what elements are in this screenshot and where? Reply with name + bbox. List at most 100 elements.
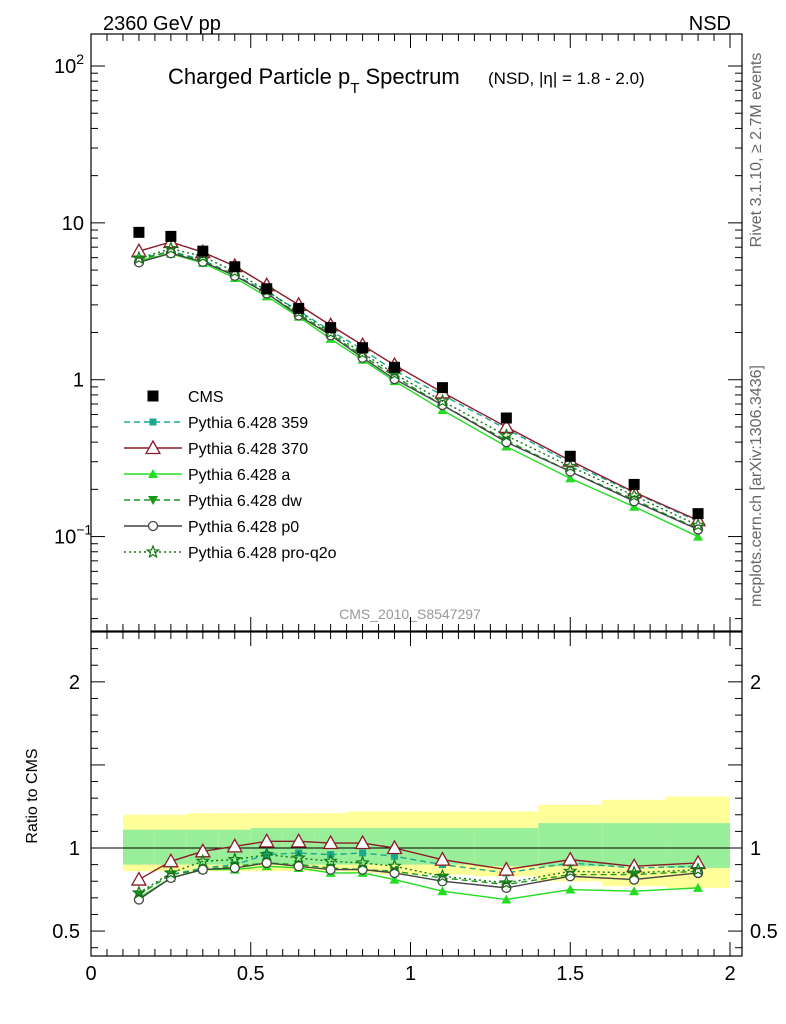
x-tick-label: 1.5: [556, 963, 584, 985]
legend-label-pythia-6-428-dw: Pythia 6.428 dw: [188, 493, 302, 510]
series-point-pythia-6-428-a: [693, 531, 704, 541]
top-y-tick-label: 10−1: [54, 522, 92, 549]
ratio-point-pythia-6-428-pro-q2o: [163, 865, 179, 880]
plot-title-subscript: T: [350, 80, 359, 97]
cms-data-point: [197, 245, 209, 257]
ratio-point-pythia-6-428-p0: [565, 871, 576, 882]
plot-title-note: (NSD, |η| = 1.8 - 2.0): [488, 69, 645, 88]
legend-marker-pythia-6-428-370: [144, 439, 162, 455]
ratio-band-inner: [474, 828, 539, 867]
legend-marker-cms: [147, 390, 159, 402]
ratio-point-pythia-6-428-p0: [229, 862, 240, 874]
ratio-point-pythia-6-428-359: [391, 852, 399, 860]
cms-data-point: [389, 361, 401, 373]
ratio-point-pythia-6-428-pro-q2o: [355, 855, 370, 870]
ratio-axis-label: Ratio to CMS: [24, 748, 41, 843]
ratio-point-pythia-6-428-pro-q2o: [435, 868, 450, 883]
legend-label-pythia-6-428-p0: Pythia 6.428 p0: [188, 519, 299, 536]
series-point-pythia-6-428-pro-q2o: [562, 458, 578, 473]
series-point-pythia-6-428-pro-q2o: [499, 427, 514, 442]
ratio-axis-ticks: 2 2 1 1 0.5 0.5: [52, 631, 778, 949]
ratio-point-pythia-6-428-pro-q2o: [499, 875, 514, 890]
ratio-line-pythia-6-428-p0: [138, 862, 699, 901]
legend-label-pythia-6-428-a: Pythia 6.428 a: [188, 467, 290, 484]
ratio-point-pythia-6-428-370: [290, 833, 307, 848]
series-point-pythia-6-428-370: [498, 418, 515, 434]
ratio-point-pythia-6-428-370: [498, 861, 515, 876]
ratio-line-pythia-6-428-359: [138, 852, 699, 896]
legend-label-pythia-6-428-370: Pythia 6.428 370: [188, 441, 308, 458]
ratio-line-pythia-6-428-pro-q2o: [138, 853, 699, 894]
analysis-watermark: CMS_2010_S8547297: [339, 606, 481, 622]
ratio-point-pythia-6-428-p0: [293, 861, 304, 872]
ratio-point-pythia-6-428-pro-q2o: [195, 853, 211, 868]
ratio-point-pythia-6-428-pro-q2o: [562, 863, 578, 878]
ratio-point-pythia-6-428-370: [434, 851, 451, 866]
ratio-band-inner: [122, 829, 155, 865]
x-tick-label: 0.5: [237, 963, 265, 985]
header-right: NSD: [689, 13, 731, 35]
ratio-point-pythia-6-428-p0: [261, 857, 272, 869]
ratio-y-tick-label-left: 0.5: [52, 921, 80, 943]
top-y-tick-label: 102: [54, 51, 84, 78]
series-line-pythia-6-428-p0: [138, 252, 699, 531]
ratio-point-pythia-6-428-pro-q2o: [259, 846, 274, 861]
top-y-tick-exponent: 2: [76, 51, 84, 67]
series-line-pythia-6-428-359: [138, 250, 699, 523]
top-series-group: [130, 226, 707, 541]
legend-marker-pythia-6-428-359: [149, 418, 157, 426]
series-line-pythia-6-428-a: [138, 253, 699, 538]
ratio-point-pythia-6-428-pro-q2o: [323, 853, 338, 868]
ratio-point-pythia-6-428-pro-q2o: [690, 861, 706, 876]
ratio-point-pythia-6-428-p0: [197, 864, 208, 875]
legend-marker-pythia-6-428-a: [148, 469, 158, 478]
series-point-pythia-6-428-pro-q2o: [626, 488, 642, 502]
top-y-tick-label: 1: [73, 370, 84, 392]
ratio-point-pythia-6-428-a: [565, 884, 576, 894]
ratio-y-tick-label-right: 2: [750, 672, 761, 694]
ratio-point-pythia-6-428-370: [354, 834, 371, 850]
ratio-panel: 2 2 1 1 0.5 0.5 Ratio to CMS: [24, 631, 778, 957]
x-tick-label: 0: [85, 963, 96, 985]
plot-title-tail: Spectrum: [359, 64, 459, 89]
ratio-y-tick-label-right: 0.5: [750, 921, 778, 943]
x-tick-label: 2: [724, 963, 735, 985]
mcplots-label: mcplots.cern.ch [arXiv:1306.3436]: [748, 365, 765, 607]
cms-data-point: [357, 342, 369, 354]
ratio-point-pythia-6-428-pro-q2o: [387, 858, 402, 873]
series-point-pythia-6-428-p0: [629, 496, 640, 507]
series-point-pythia-6-428-pro-q2o: [131, 250, 147, 265]
ratio-point-pythia-6-428-p0: [501, 882, 512, 894]
series-point-pythia-6-428-pro-q2o: [435, 393, 450, 408]
cms-data-point: [564, 450, 576, 462]
rivet-label: Rivet 3.1.10, ≥ 2.7M events: [748, 53, 765, 248]
cms-data-point: [500, 412, 512, 424]
ratio-point-pythia-6-428-pro-q2o: [131, 885, 147, 900]
series-point-pythia-6-428-pro-q2o: [690, 517, 706, 532]
ratio-point-pythia-6-428-a: [629, 886, 640, 896]
cms-data-point: [692, 508, 704, 520]
header-left: 2360 GeV pp: [103, 13, 221, 35]
ratio-point-pythia-6-428-a: [693, 882, 704, 892]
ratio-point-pythia-6-428-p0: [325, 864, 336, 875]
ratio-point-pythia-6-428-pro-q2o: [227, 851, 243, 866]
ratio-y-tick-label-right: 1: [750, 838, 761, 860]
cms-data-point: [325, 322, 337, 334]
top-y-tick-base: 10: [54, 527, 76, 549]
ratio-point-pythia-6-428-a: [437, 886, 448, 896]
series-point-pythia-6-428-p0: [357, 352, 368, 363]
top-y-tick-base: 10: [54, 56, 76, 78]
ratio-point-pythia-6-428-p0: [437, 876, 448, 887]
ratio-point-pythia-6-428-370: [386, 839, 403, 855]
legend-marker-pythia-6-428-p0: [147, 520, 159, 532]
ratio-point-pythia-6-428-370: [226, 838, 243, 853]
ratio-point-pythia-6-428-a: [389, 874, 400, 884]
ratio-uncertainty-bands: [122, 796, 730, 888]
ratio-point-pythia-6-428-p0: [165, 872, 177, 884]
ratio-line-pythia-6-428-370: [138, 840, 699, 881]
legend-marker-pythia-6-428-pro-q2o: [145, 544, 161, 559]
legend-label-pythia-6-428-359: Pythia 6.428 359: [188, 415, 308, 432]
cms-data-point: [229, 261, 241, 273]
